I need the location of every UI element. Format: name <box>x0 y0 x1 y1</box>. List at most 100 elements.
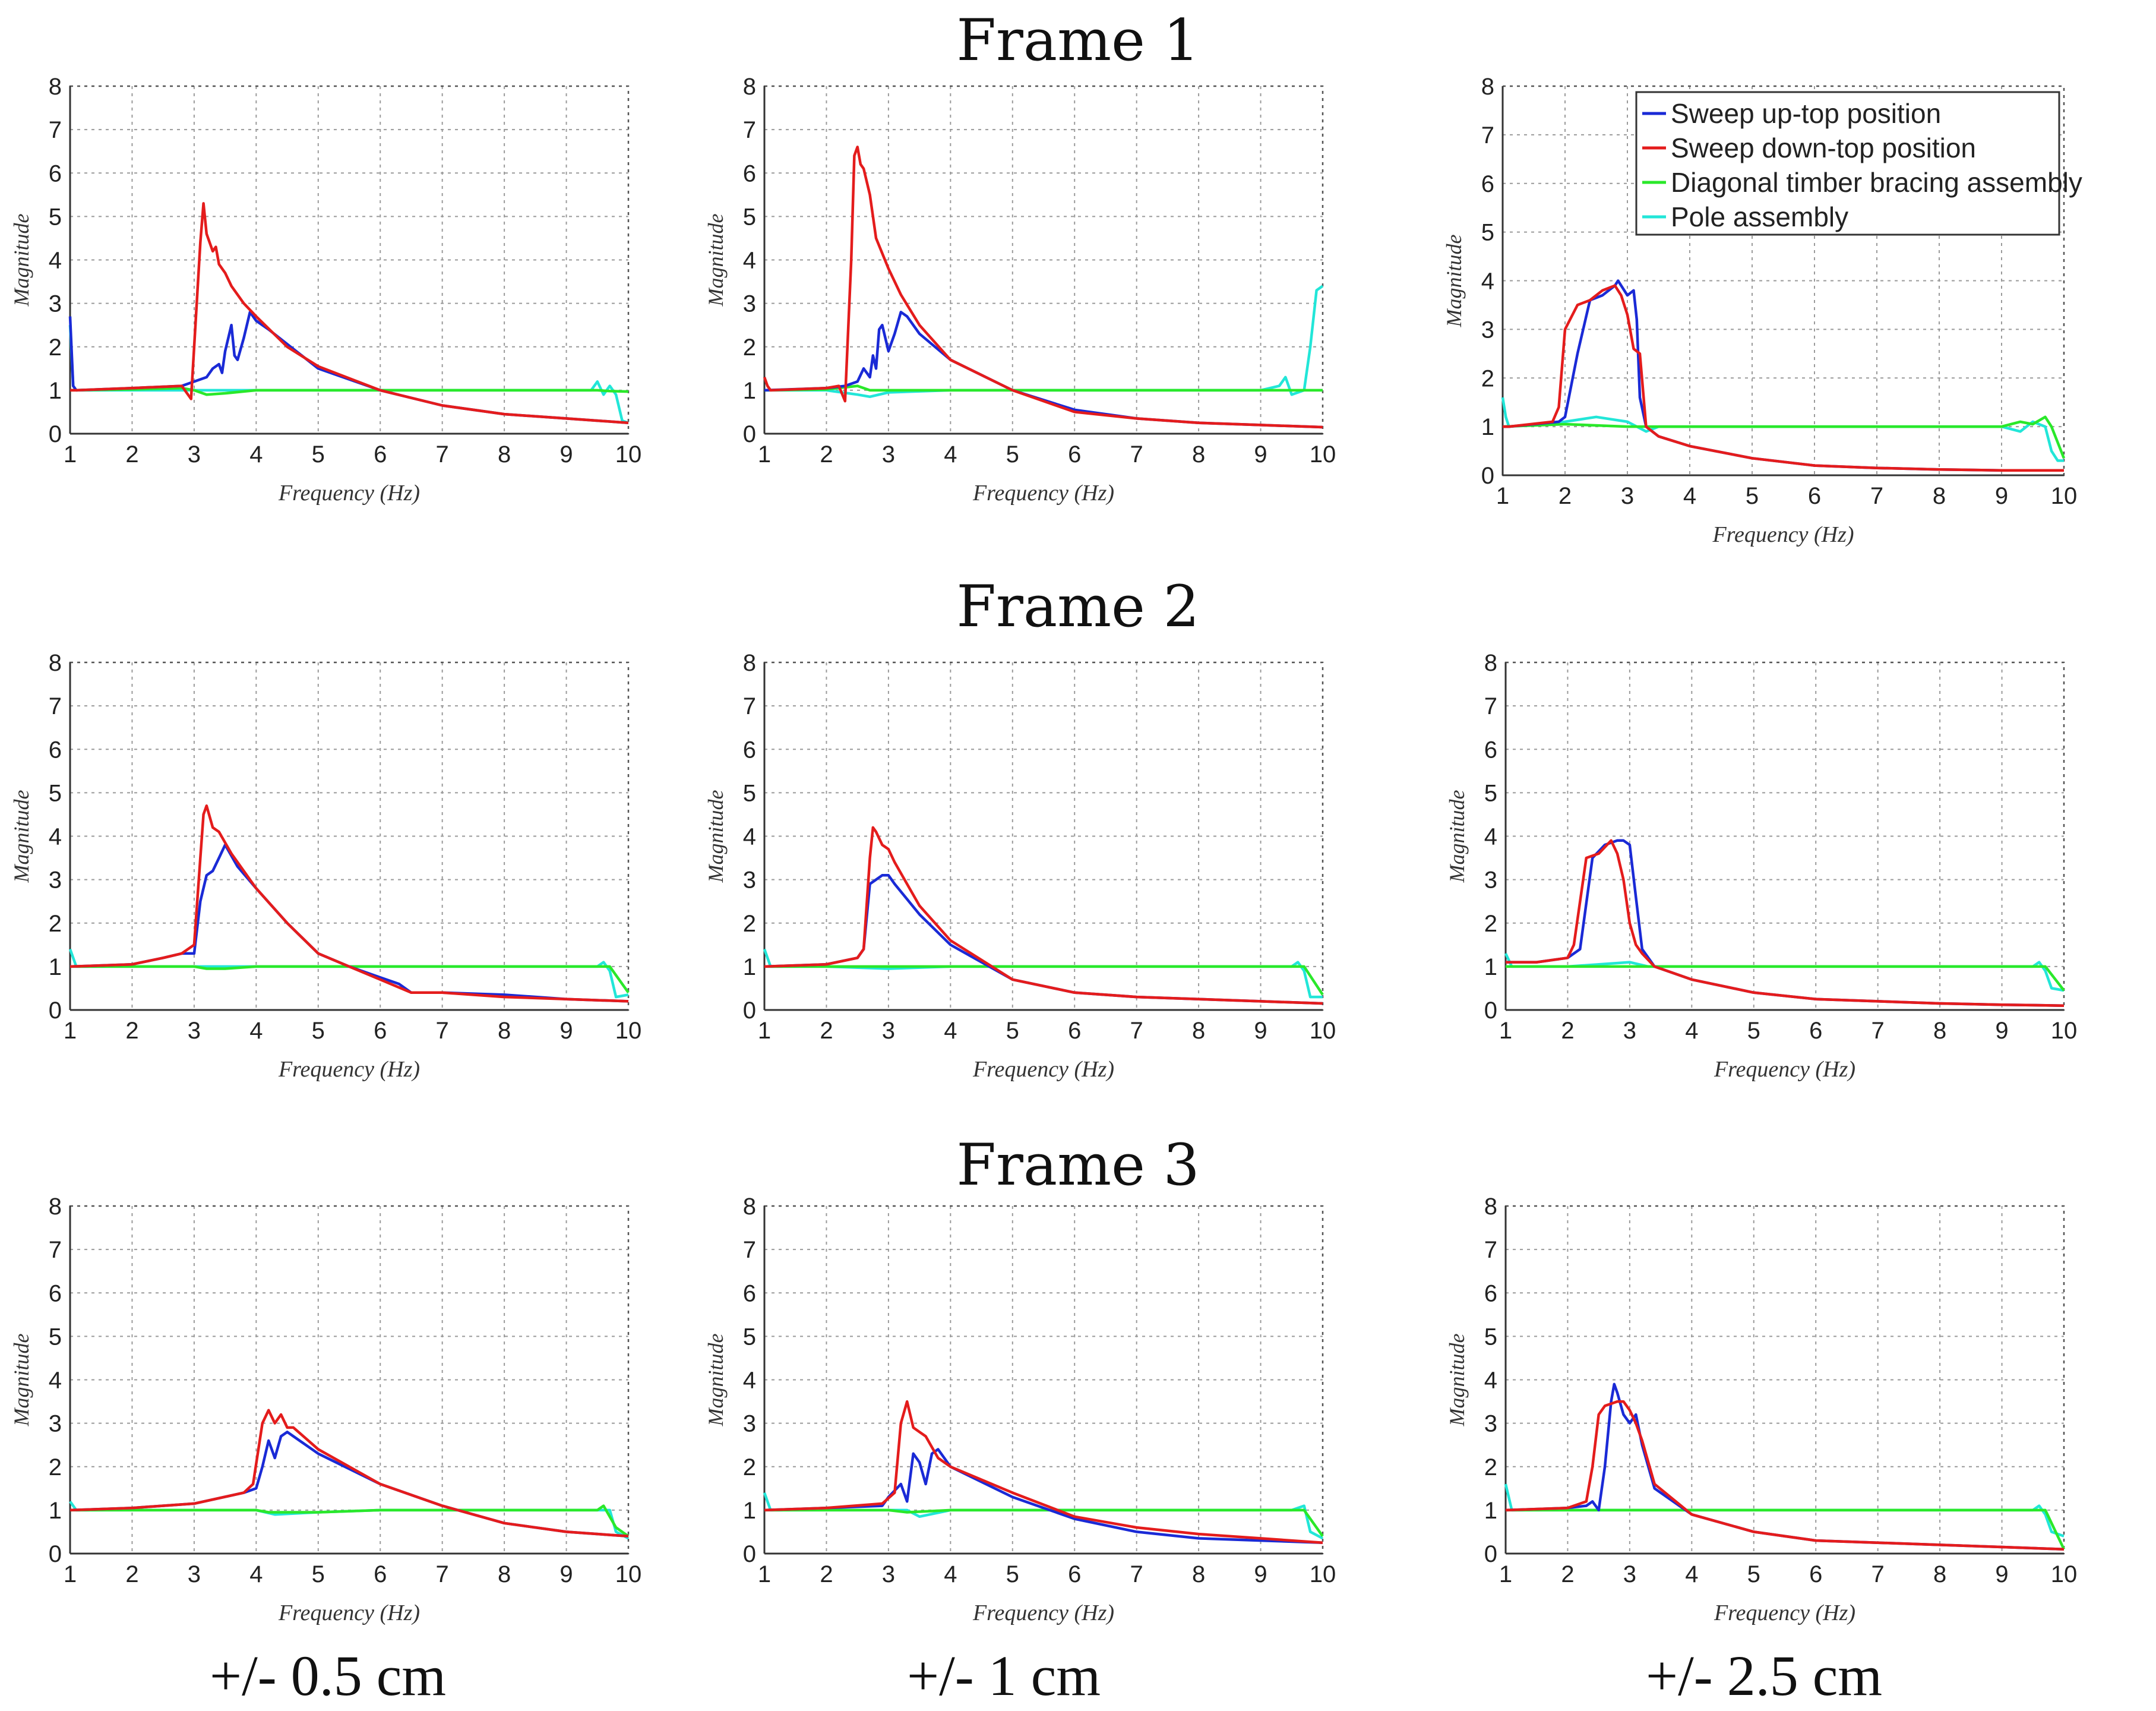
x-tick-label: 4 <box>1685 1018 1698 1044</box>
x-tick-label: 4 <box>944 441 957 468</box>
y-tick-label: 5 <box>1484 1324 1497 1350</box>
x-tick-label: 5 <box>1746 483 1759 509</box>
y-tick-label: 5 <box>743 1324 756 1350</box>
y-tick-label: 5 <box>1484 780 1497 806</box>
x-tick-label: 7 <box>436 1561 449 1587</box>
series-line-diagonal-timber-bracing-assembly <box>764 1508 1324 1538</box>
x-tick-label: 5 <box>312 1561 325 1587</box>
x-axis-title: Frequency (Hz) <box>972 481 1114 506</box>
x-tick-label: 8 <box>498 1018 511 1044</box>
y-tick-label: 7 <box>1484 1237 1497 1263</box>
series-line-sweep-down-top-position <box>69 804 629 1003</box>
y-tick-label: 4 <box>743 1368 756 1394</box>
x-tick-label: 1 <box>64 441 77 468</box>
x-tick-label: 9 <box>1995 1561 2008 1587</box>
series-line-sweep-down-top-position <box>1505 1400 2065 1551</box>
x-tick-label: 8 <box>1933 1018 1946 1044</box>
x-tick-label: 2 <box>1561 1018 1574 1044</box>
y-axis-title: Magnitude <box>1445 790 1469 883</box>
series-line-pole-assembly <box>1501 397 2064 462</box>
y-tick-label: 3 <box>49 867 62 894</box>
x-tick-label: 5 <box>312 1018 325 1044</box>
x-tick-label: 6 <box>374 1018 387 1044</box>
y-tick-label: 5 <box>49 1324 62 1350</box>
x-tick-label: 5 <box>1006 441 1019 468</box>
x-tick-label: 8 <box>1933 1561 1946 1587</box>
x-tick-label: 7 <box>1872 1561 1885 1587</box>
x-tick-label: 10 <box>615 1018 642 1044</box>
series-line-diagonal-timber-bracing-assembly <box>69 386 629 396</box>
y-tick-label: 1 <box>1481 414 1494 440</box>
x-tick-label: 4 <box>944 1018 957 1044</box>
x-tick-label: 5 <box>1006 1018 1019 1044</box>
y-tick-label: 7 <box>49 117 62 143</box>
x-tick-label: 6 <box>1808 483 1821 509</box>
x-tick-label: 9 <box>1995 483 2008 509</box>
x-axis-title: Frequency (Hz) <box>972 1057 1114 1082</box>
x-tick-label: 4 <box>249 1561 263 1587</box>
x-tick-label: 4 <box>249 1018 263 1044</box>
x-tick-label: 6 <box>1068 441 1081 468</box>
x-tick-label: 5 <box>1747 1018 1760 1044</box>
x-tick-label: 3 <box>1621 483 1634 509</box>
y-tick-label: 8 <box>49 74 62 100</box>
series-line-sweep-down-top-position <box>764 1400 1323 1544</box>
x-tick-label: 1 <box>758 1018 771 1044</box>
series-line-diagonal-timber-bracing-assembly <box>1502 415 2066 459</box>
column-label-1cm: +/- 1 cm <box>906 1644 1101 1707</box>
x-tick-label: 6 <box>374 1561 387 1587</box>
y-tick-label: 7 <box>743 1237 756 1263</box>
x-tick-label: 8 <box>1192 1018 1205 1044</box>
y-tick-label: 4 <box>743 824 756 850</box>
y-tick-label: 2 <box>49 334 62 361</box>
y-tick-label: 0 <box>743 421 756 447</box>
y-tick-label: 6 <box>1484 737 1497 763</box>
x-tick-label: 8 <box>1192 441 1205 468</box>
y-tick-label: 1 <box>49 378 62 404</box>
x-tick-label: 10 <box>615 441 642 468</box>
x-tick-label: 7 <box>1130 1018 1143 1044</box>
legend-box <box>1635 91 2060 236</box>
x-tick-label: 10 <box>1310 1018 1336 1044</box>
y-tick-label: 4 <box>743 248 756 274</box>
legend-entry: Sweep up-top position <box>1671 98 1941 129</box>
x-tick-label: 10 <box>1310 441 1336 468</box>
y-tick-label: 0 <box>49 421 62 447</box>
y-tick-label: 3 <box>1484 1411 1497 1437</box>
x-axis-title: Frequency (Hz) <box>972 1600 1114 1625</box>
y-tick-label: 1 <box>1484 1498 1497 1524</box>
y-tick-label: 2 <box>1481 365 1494 392</box>
series-line-sweep-up-top-position <box>764 874 1323 1005</box>
y-tick-label: 5 <box>49 204 62 230</box>
y-tick-label: 3 <box>1481 317 1494 343</box>
x-tick-label: 7 <box>1870 483 1883 509</box>
y-tick-label: 5 <box>743 780 756 806</box>
y-tick-label: 8 <box>49 1194 62 1220</box>
x-tick-label: 3 <box>882 1561 895 1587</box>
y-axis-title: Magnitude <box>10 1334 33 1427</box>
y-tick-label: 1 <box>743 954 756 980</box>
x-tick-label: 2 <box>820 1561 833 1587</box>
y-tick-label: 3 <box>1484 867 1497 894</box>
x-tick-label: 2 <box>125 1018 138 1044</box>
x-tick-label: 4 <box>944 1561 957 1587</box>
x-axis-title: Frequency (Hz) <box>278 1600 420 1625</box>
y-tick-label: 7 <box>1481 122 1494 149</box>
series-line-diagonal-timber-bracing-assembly <box>764 384 1323 392</box>
column-label-0-5cm: +/- 0.5 cm <box>209 1644 447 1707</box>
y-tick-label: 8 <box>743 650 756 676</box>
series-line-diagonal-timber-bracing-assembly <box>1506 1508 2066 1550</box>
y-tick-label: 6 <box>743 737 756 763</box>
series-line-diagonal-timber-bracing-assembly <box>764 965 1324 996</box>
y-tick-label: 6 <box>743 160 756 187</box>
series-line-sweep-down-top-position <box>1506 839 2065 1007</box>
y-tick-label: 1 <box>49 1498 62 1524</box>
y-tick-label: 5 <box>49 780 62 806</box>
x-tick-label: 9 <box>559 1018 573 1044</box>
series-line-pole-assembly <box>1504 952 2065 992</box>
y-tick-label: 1 <box>1484 954 1497 980</box>
